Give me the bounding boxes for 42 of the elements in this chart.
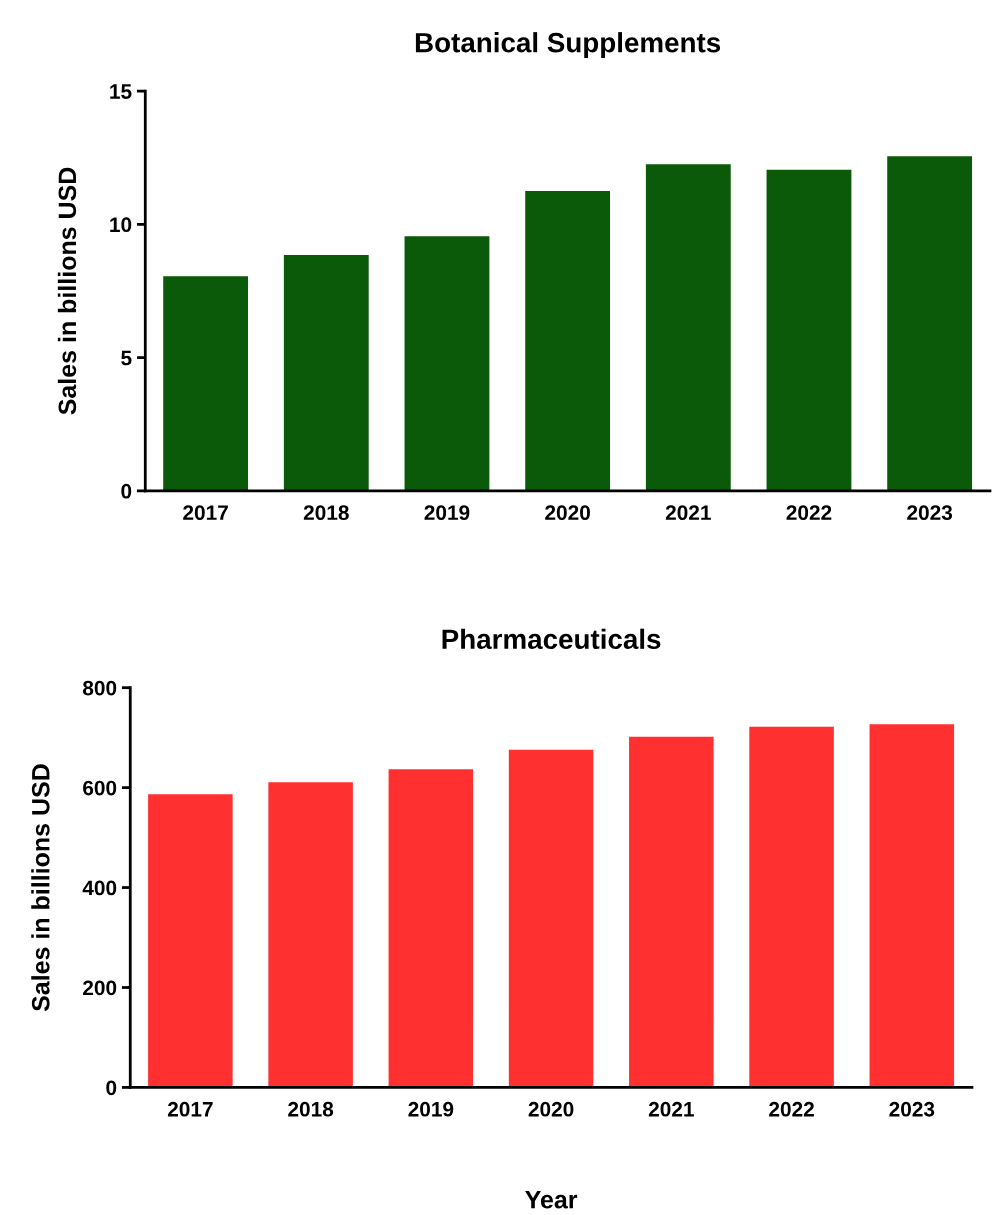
x-tick-label: 2018	[303, 505, 349, 521]
x-tick-label: 2020	[545, 505, 590, 521]
y-tick-label: 200	[83, 980, 117, 996]
chart-title: Botanical Supplements	[415, 32, 721, 58]
bar	[163, 276, 249, 491]
bar	[148, 794, 233, 1088]
y-tick-label: 0	[106, 1080, 117, 1096]
bar	[749, 726, 834, 1088]
x-tick-label: 2022	[769, 1101, 814, 1117]
x-tick-label: 2021	[665, 505, 711, 521]
bar	[887, 156, 973, 491]
y-tick-label: 5	[121, 350, 132, 366]
x-tick-label: 2017	[183, 505, 228, 521]
bar	[283, 254, 369, 491]
x-axis-title: Year	[525, 1191, 578, 1209]
bar	[388, 769, 474, 1088]
y-tick-label: 800	[82, 680, 117, 696]
y-tick-label: 400	[82, 880, 117, 896]
bar	[404, 236, 490, 491]
x-tick-label: 2017	[167, 1101, 213, 1117]
bar	[869, 724, 955, 1088]
y-axis-title: Sales in billions USD	[31, 764, 50, 1012]
y-tick-label: 15	[110, 84, 132, 99]
x-tick-label: 2019	[408, 1101, 454, 1117]
x-tick-label: 2019	[424, 505, 470, 521]
bar	[766, 169, 852, 491]
y-axis-title: Sales in billions USD	[57, 167, 77, 415]
x-tick-label: 2020	[528, 1101, 574, 1117]
chart-title: Pharmaceuticals	[442, 628, 661, 650]
x-tick-label: 2021	[648, 1101, 694, 1117]
x-tick-label: 2018	[288, 1101, 334, 1117]
bar	[268, 782, 353, 1088]
bar	[645, 164, 731, 491]
y-tick-label: 600	[83, 780, 117, 796]
y-tick-label: 0	[121, 483, 132, 499]
bar	[629, 736, 714, 1088]
bar	[508, 749, 594, 1088]
x-tick-label: 2023	[907, 505, 953, 521]
y-tick-label: 10	[110, 217, 132, 233]
bar	[525, 191, 611, 491]
x-tick-label: 2022	[786, 505, 832, 521]
x-tick-label: 2023	[889, 1101, 935, 1117]
